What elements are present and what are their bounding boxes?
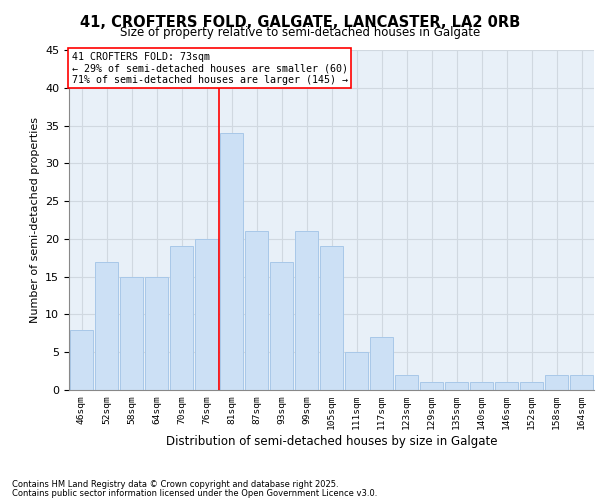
Text: 41, CROFTERS FOLD, GALGATE, LANCASTER, LA2 0RB: 41, CROFTERS FOLD, GALGATE, LANCASTER, L…: [80, 15, 520, 30]
Bar: [194, 239, 218, 390]
Bar: [445, 382, 469, 390]
Bar: [545, 375, 568, 390]
Bar: [470, 382, 493, 390]
Bar: [569, 375, 593, 390]
X-axis label: Distribution of semi-detached houses by size in Galgate: Distribution of semi-detached houses by …: [166, 435, 497, 448]
Text: Size of property relative to semi-detached houses in Galgate: Size of property relative to semi-detach…: [120, 26, 480, 39]
Bar: [395, 375, 418, 390]
Bar: [220, 133, 244, 390]
Text: 41 CROFTERS FOLD: 73sqm
← 29% of semi-detached houses are smaller (60)
71% of se: 41 CROFTERS FOLD: 73sqm ← 29% of semi-de…: [71, 52, 347, 85]
Bar: [320, 246, 343, 390]
Bar: [145, 276, 169, 390]
Bar: [344, 352, 368, 390]
Bar: [520, 382, 544, 390]
Bar: [95, 262, 118, 390]
Bar: [70, 330, 94, 390]
Y-axis label: Number of semi-detached properties: Number of semi-detached properties: [29, 117, 40, 323]
Text: Contains public sector information licensed under the Open Government Licence v3: Contains public sector information licen…: [12, 488, 377, 498]
Bar: [419, 382, 443, 390]
Bar: [170, 246, 193, 390]
Text: Contains HM Land Registry data © Crown copyright and database right 2025.: Contains HM Land Registry data © Crown c…: [12, 480, 338, 489]
Bar: [269, 262, 293, 390]
Bar: [245, 232, 268, 390]
Bar: [494, 382, 518, 390]
Bar: [295, 232, 319, 390]
Bar: [370, 337, 394, 390]
Bar: [119, 276, 143, 390]
